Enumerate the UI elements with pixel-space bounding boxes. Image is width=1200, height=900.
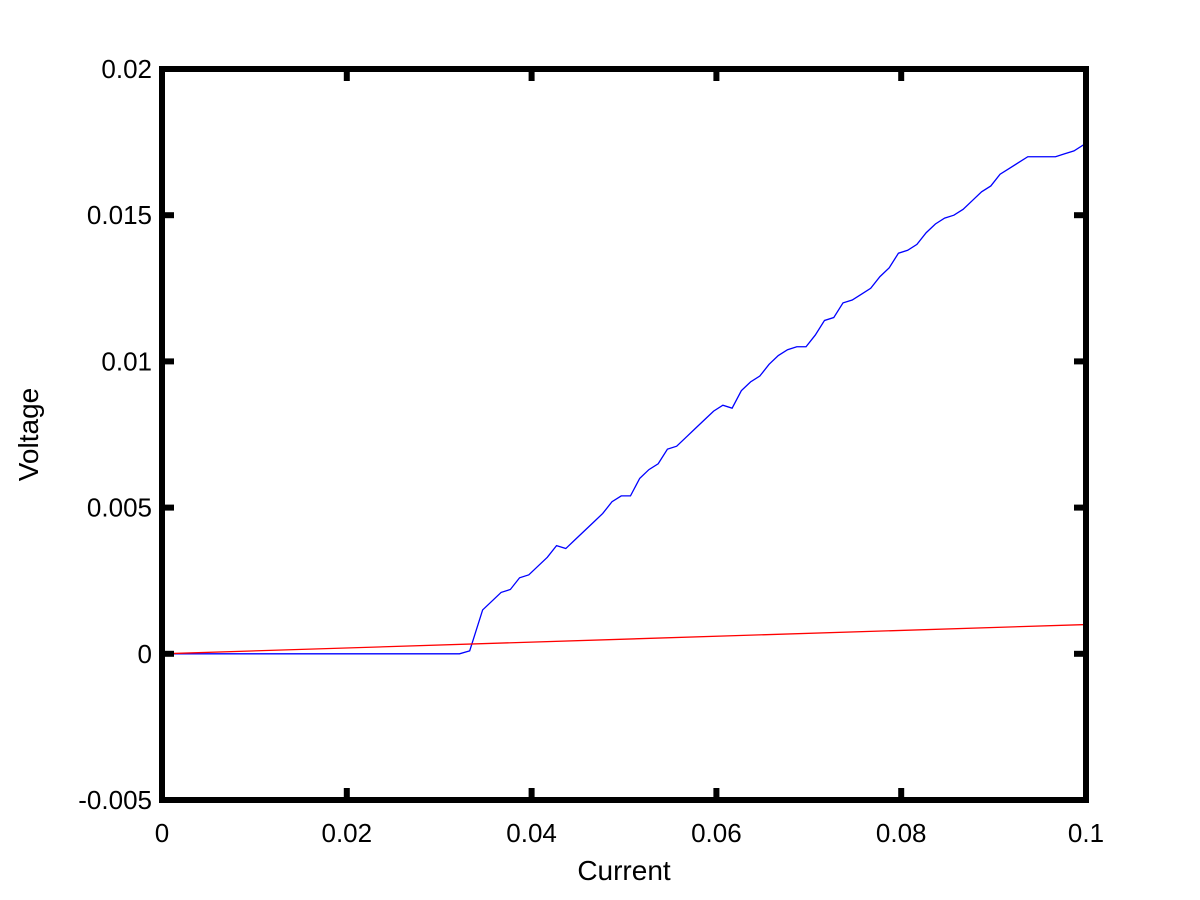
x-tick-label: 0.06	[691, 818, 742, 848]
y-tick-label: -0.005	[78, 785, 152, 815]
y-tick-label: 0.01	[101, 346, 152, 376]
y-tick-label: 0.02	[101, 54, 152, 84]
x-tick-label: 0.04	[506, 818, 557, 848]
plot-frame	[159, 66, 1089, 803]
x-tick-label: 0.1	[1068, 818, 1104, 848]
x-tick-label: 0	[155, 818, 169, 848]
series-line-2	[162, 623, 1086, 655]
y-tick-label: 0.005	[87, 493, 152, 523]
x-tick-label: 0.02	[321, 818, 372, 848]
y-tick-label: 0	[138, 639, 152, 669]
x-tick-label: 0.08	[876, 818, 927, 848]
series-line-1	[162, 141, 1086, 655]
y-axis-label: Voltage	[13, 388, 44, 481]
tick-layer	[159, 66, 1089, 803]
series-layer	[162, 141, 1086, 655]
tick-label-layer: 0 0.02 0.04 0.06 0.08 0.1-0.00500.0050.010.01…	[78, 54, 1104, 848]
y-tick-label: 0.015	[87, 200, 152, 230]
x-axis-label: Current	[577, 855, 671, 886]
